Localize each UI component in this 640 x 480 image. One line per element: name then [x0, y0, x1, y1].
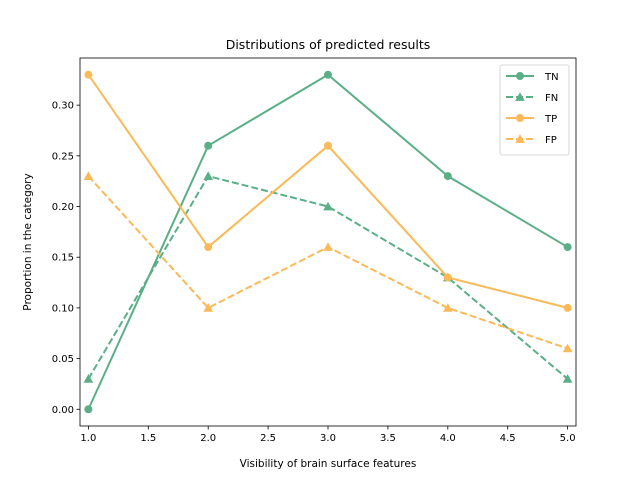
x-tick-label: 3.5	[380, 433, 396, 444]
legend-label-fp: FP	[545, 135, 557, 146]
legend-item-tp: TP	[506, 114, 557, 125]
x-tick-label: 2.5	[260, 433, 276, 444]
data-point-fp	[443, 303, 453, 312]
legend: TN FN TP FP	[499, 64, 570, 156]
series-tp	[84, 70, 572, 312]
data-point-tn	[204, 141, 213, 150]
data-point-fp	[83, 171, 94, 180]
legend-marker-fp	[515, 134, 525, 143]
data-point-tn	[563, 243, 572, 252]
legend-box	[499, 64, 570, 156]
data-point-tp	[563, 303, 572, 312]
chart-title: Distributions of predicted results	[226, 37, 431, 52]
series-line-tp	[87, 74, 568, 309]
series-fn	[83, 171, 573, 383]
legend-marker-tp	[516, 114, 524, 122]
x-axis: 1.0 1.5 2.0 2.5 3.0 3.5 4.0 4.5 5.0	[80, 426, 576, 444]
data-point-fn	[83, 374, 94, 383]
y-tick-label: 0.30	[52, 101, 74, 112]
y-tick-label: 0.20	[52, 202, 74, 213]
data-point-tp	[324, 141, 332, 150]
y-axis: 0.00 0.05 0.10 0.15 0.20 0.25 0.30	[52, 101, 80, 416]
x-tick-label: 4.5	[500, 433, 516, 444]
x-tick-label: 5.0	[560, 433, 576, 444]
data-point-tn	[443, 172, 452, 181]
x-tick-label: 4.0	[440, 433, 456, 444]
y-tick-label: 0.00	[52, 405, 74, 416]
series-fp	[83, 171, 573, 353]
y-tick-label: 0.10	[52, 303, 74, 314]
series-line-fn	[87, 175, 569, 380]
legend-item-fn: FN	[506, 92, 558, 104]
x-axis-label: Visibility of brain surface features	[240, 458, 417, 470]
data-point-tn	[324, 70, 332, 79]
x-tick-label: 1.0	[80, 433, 96, 444]
data-point-fn	[562, 374, 573, 383]
x-tick-label: 3.0	[320, 433, 336, 444]
legend-label-fn: FN	[545, 93, 558, 104]
y-axis-label: Proportion in the category	[22, 173, 34, 310]
data-point-tp	[204, 243, 213, 252]
legend-label-tp: TP	[544, 114, 557, 125]
data-point-tp	[84, 70, 93, 79]
legend-label-tn: TN	[544, 72, 559, 83]
y-tick-label: 0.15	[52, 253, 74, 264]
legend-item-tn: TN	[506, 72, 559, 83]
series-tn	[84, 70, 572, 414]
legend-item-fp: FP	[506, 134, 557, 146]
data-point-fp	[323, 242, 333, 251]
data-point-tn	[84, 405, 93, 414]
series-layer	[83, 70, 573, 414]
y-tick-label: 0.05	[52, 354, 74, 365]
legend-marker-tn	[516, 72, 524, 80]
data-point-fp	[203, 303, 213, 312]
y-tick-label: 0.25	[52, 151, 74, 162]
data-point-fn	[203, 171, 213, 180]
legend-marker-fn	[515, 92, 525, 101]
x-tick-label: 1.5	[140, 433, 156, 444]
data-point-tp	[443, 273, 452, 282]
data-point-fn	[323, 201, 333, 211]
data-point-fp	[562, 343, 573, 353]
x-tick-label: 2.0	[200, 433, 216, 444]
series-line-tn	[87, 73, 569, 410]
